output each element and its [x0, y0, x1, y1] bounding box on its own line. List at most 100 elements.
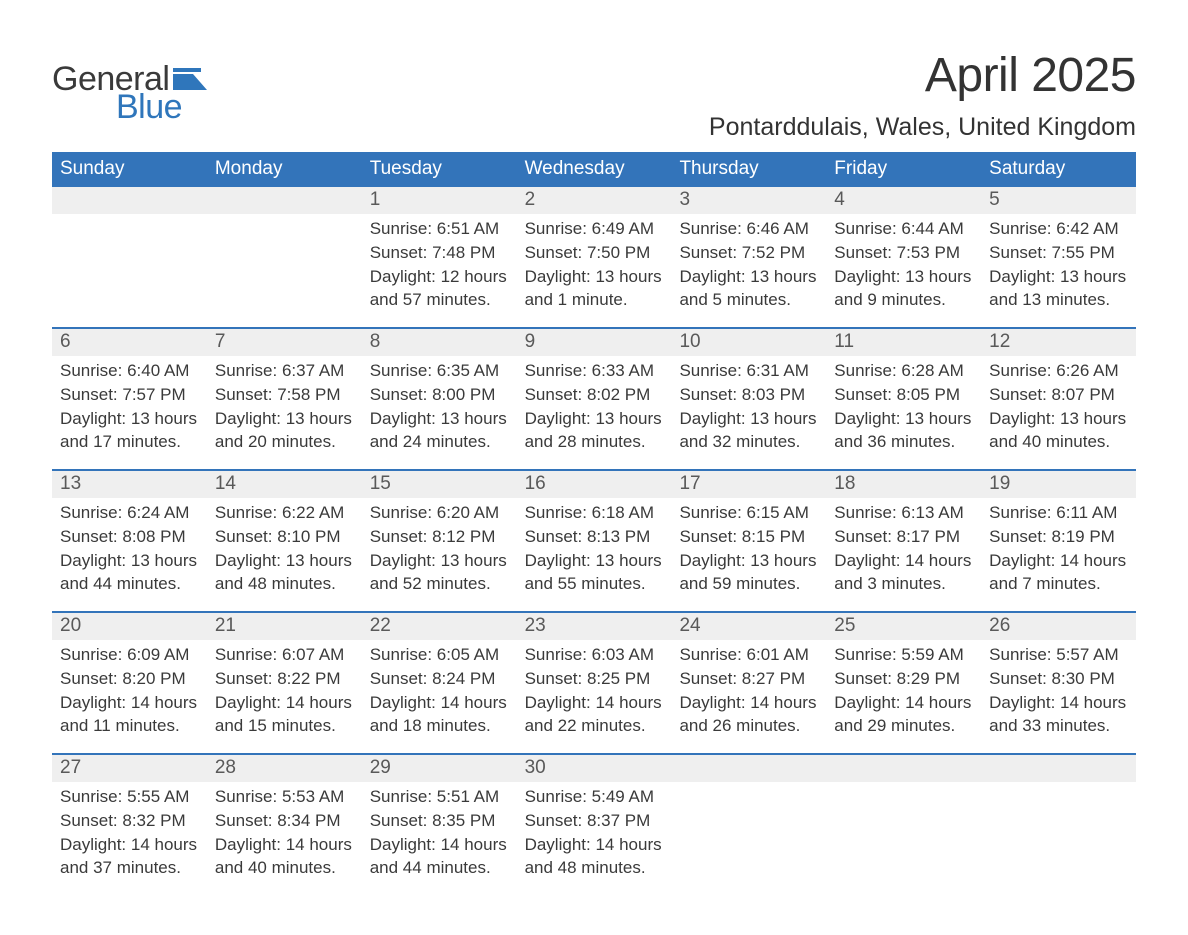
day-cell: Sunrise: 6:24 AMSunset: 8:08 PMDaylight:… [52, 498, 207, 595]
weekday-header: Monday [207, 152, 362, 187]
daylight1-text: Daylight: 13 hours [989, 406, 1128, 430]
sunset-text: Sunset: 8:03 PM [679, 382, 818, 406]
day-number: 27 [52, 755, 207, 782]
daylight2-text [215, 222, 354, 224]
day-cell: Sunrise: 5:57 AMSunset: 8:30 PMDaylight:… [981, 640, 1136, 737]
day-number: 6 [52, 329, 207, 356]
weekday-header: Saturday [981, 152, 1136, 187]
daylight2-text: and 26 minutes. [679, 713, 818, 737]
day-cell: Sunrise: 5:53 AMSunset: 8:34 PMDaylight:… [207, 782, 362, 879]
daylight2-text: and 15 minutes. [215, 713, 354, 737]
weeks-container: 12345Sunrise: 6:51 AMSunset: 7:48 PMDayl… [52, 187, 1136, 895]
daylight2-text: and 32 minutes. [679, 429, 818, 453]
daylight1-text: Daylight: 14 hours [370, 690, 509, 714]
day-cell: Sunrise: 6:40 AMSunset: 7:57 PMDaylight:… [52, 356, 207, 453]
daylight1-text: Daylight: 13 hours [525, 264, 664, 288]
day-cell [826, 782, 981, 879]
sunset-text: Sunset: 8:13 PM [525, 524, 664, 548]
sunset-text: Sunset: 7:52 PM [679, 240, 818, 264]
day-number: 16 [517, 471, 672, 498]
day-cell: Sunrise: 5:55 AMSunset: 8:32 PMDaylight:… [52, 782, 207, 879]
daylight2-text: and 59 minutes. [679, 571, 818, 595]
day-number [981, 755, 1136, 782]
daylight2-text [679, 790, 818, 792]
daylight1-text: Daylight: 14 hours [370, 832, 509, 856]
day-number: 11 [826, 329, 981, 356]
day-number [52, 187, 207, 214]
sunrise-text: Sunrise: 6:11 AM [989, 498, 1128, 524]
daylight2-text: and 13 minutes. [989, 287, 1128, 311]
page-subtitle: Pontarddulais, Wales, United Kingdom [709, 113, 1136, 142]
daynum-row: 6789101112 [52, 329, 1136, 356]
sunrise-text: Sunrise: 6:03 AM [525, 640, 664, 666]
day-cell: Sunrise: 6:51 AMSunset: 7:48 PMDaylight:… [362, 214, 517, 311]
sunset-text: Sunset: 8:15 PM [679, 524, 818, 548]
daylight2-text: and 20 minutes. [215, 429, 354, 453]
daylight1-text: Daylight: 14 hours [989, 690, 1128, 714]
sunrise-text: Sunrise: 6:01 AM [679, 640, 818, 666]
sunset-text: Sunset: 8:00 PM [370, 382, 509, 406]
daylight2-text: and 18 minutes. [370, 713, 509, 737]
sunset-text: Sunset: 8:05 PM [834, 382, 973, 406]
daylight1-text: Daylight: 13 hours [60, 406, 199, 430]
day-number: 2 [517, 187, 672, 214]
daylight2-text: and 7 minutes. [989, 571, 1128, 595]
day-number: 10 [671, 329, 826, 356]
daylight2-text: and 17 minutes. [60, 429, 199, 453]
daylight2-text: and 3 minutes. [834, 571, 973, 595]
daylight1-text: Daylight: 13 hours [679, 548, 818, 572]
brand-logo: General Blue [52, 62, 207, 124]
day-cell: Sunrise: 6:07 AMSunset: 8:22 PMDaylight:… [207, 640, 362, 737]
sunset-text: Sunset: 8:17 PM [834, 524, 973, 548]
daylight2-text: and 9 minutes. [834, 287, 973, 311]
sunset-text: Sunset: 7:50 PM [525, 240, 664, 264]
sunrise-text: Sunrise: 6:24 AM [60, 498, 199, 524]
daylight1-text: Daylight: 14 hours [215, 832, 354, 856]
sunrise-text: Sunrise: 6:15 AM [679, 498, 818, 524]
daylight1-text: Daylight: 13 hours [60, 548, 199, 572]
week-body-row: Sunrise: 6:24 AMSunset: 8:08 PMDaylight:… [52, 498, 1136, 611]
day-cell: Sunrise: 6:01 AMSunset: 8:27 PMDaylight:… [671, 640, 826, 737]
weekday-header: Sunday [52, 152, 207, 187]
daylight2-text: and 37 minutes. [60, 855, 199, 879]
day-number: 12 [981, 329, 1136, 356]
day-cell: Sunrise: 6:11 AMSunset: 8:19 PMDaylight:… [981, 498, 1136, 595]
daylight1-text: Daylight: 13 hours [215, 406, 354, 430]
daylight1-text: Daylight: 14 hours [60, 690, 199, 714]
sunrise-text: Sunrise: 6:33 AM [525, 356, 664, 382]
daylight2-text: and 48 minutes. [525, 855, 664, 879]
day-cell: Sunrise: 5:59 AMSunset: 8:29 PMDaylight:… [826, 640, 981, 737]
daylight2-text: and 36 minutes. [834, 429, 973, 453]
sunrise-text: Sunrise: 6:51 AM [370, 214, 509, 240]
week: 13141516171819Sunrise: 6:24 AMSunset: 8:… [52, 469, 1136, 611]
day-number: 26 [981, 613, 1136, 640]
daylight1-text: Daylight: 13 hours [525, 406, 664, 430]
daylight1-text: Daylight: 14 hours [525, 832, 664, 856]
daylight2-text: and 40 minutes. [989, 429, 1128, 453]
weekday-header: Friday [826, 152, 981, 187]
day-number: 1 [362, 187, 517, 214]
sunset-text: Sunset: 8:27 PM [679, 666, 818, 690]
week: 6789101112Sunrise: 6:40 AMSunset: 7:57 P… [52, 327, 1136, 469]
sunrise-text: Sunrise: 6:07 AM [215, 640, 354, 666]
daylight2-text: and 48 minutes. [215, 571, 354, 595]
day-number: 4 [826, 187, 981, 214]
sunset-text: Sunset: 8:29 PM [834, 666, 973, 690]
sunrise-text: Sunrise: 6:44 AM [834, 214, 973, 240]
daylight1-text: Daylight: 13 hours [834, 264, 973, 288]
sunset-text: Sunset: 8:10 PM [215, 524, 354, 548]
daylight1-text: Daylight: 13 hours [834, 406, 973, 430]
day-cell: Sunrise: 6:44 AMSunset: 7:53 PMDaylight:… [826, 214, 981, 311]
title-block: April 2025 Pontarddulais, Wales, United … [709, 48, 1136, 142]
sunset-text: Sunset: 8:37 PM [525, 808, 664, 832]
day-number: 22 [362, 613, 517, 640]
sunrise-text: Sunrise: 5:49 AM [525, 782, 664, 808]
daynum-row: 27282930 [52, 755, 1136, 782]
day-number: 13 [52, 471, 207, 498]
sunset-text: Sunset: 7:53 PM [834, 240, 973, 264]
sunset-text: Sunset: 8:22 PM [215, 666, 354, 690]
daylight1-text: Daylight: 14 hours [679, 690, 818, 714]
daylight1-text: Daylight: 14 hours [525, 690, 664, 714]
sunset-text: Sunset: 8:08 PM [60, 524, 199, 548]
week: 20212223242526Sunrise: 6:09 AMSunset: 8:… [52, 611, 1136, 753]
